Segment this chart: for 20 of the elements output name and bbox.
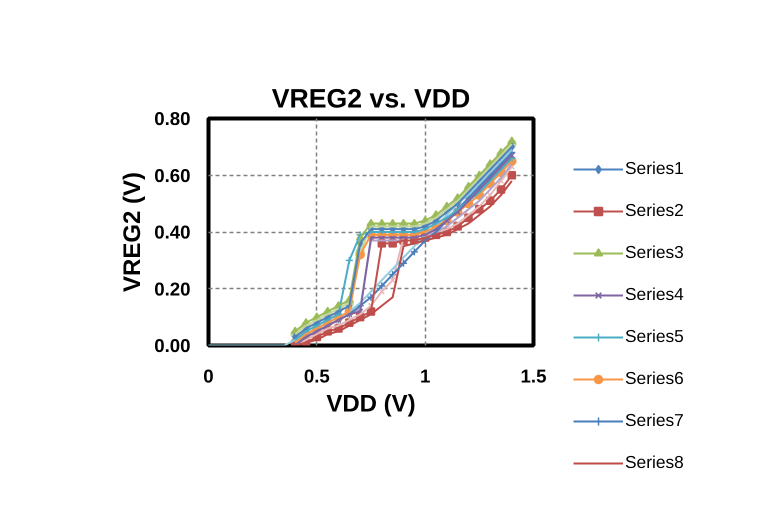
x-tick-label: 1 [420,366,430,386]
x-tick-label: 0.5 [304,366,330,386]
y-tick-label: 0.20 [154,278,190,300]
x-tick-label: 0 [203,366,214,386]
y-tick-label: 0.00 [154,335,190,356]
legend-label: Series4 [625,284,685,305]
chart-title: VREG2 vs. VDD [272,84,470,114]
y-axis-title: VREG2 (V) [119,172,146,292]
legend-label: Series7 [625,410,685,431]
legend-label: Series8 [625,452,685,473]
y-tick-label: 0.40 [154,222,190,242]
x-tick-label: 1.5 [520,366,546,386]
legend-label: Series5 [625,326,685,347]
legend-label: Series2 [625,200,685,221]
x-axis-title: VDD (V) [326,390,416,418]
legend-label: Series6 [625,368,685,389]
y-tick-label: 0.60 [154,164,190,186]
legend-label: Series3 [625,242,685,263]
y-tick-label: 0.80 [154,108,190,129]
legend-label: Series1 [625,158,685,179]
